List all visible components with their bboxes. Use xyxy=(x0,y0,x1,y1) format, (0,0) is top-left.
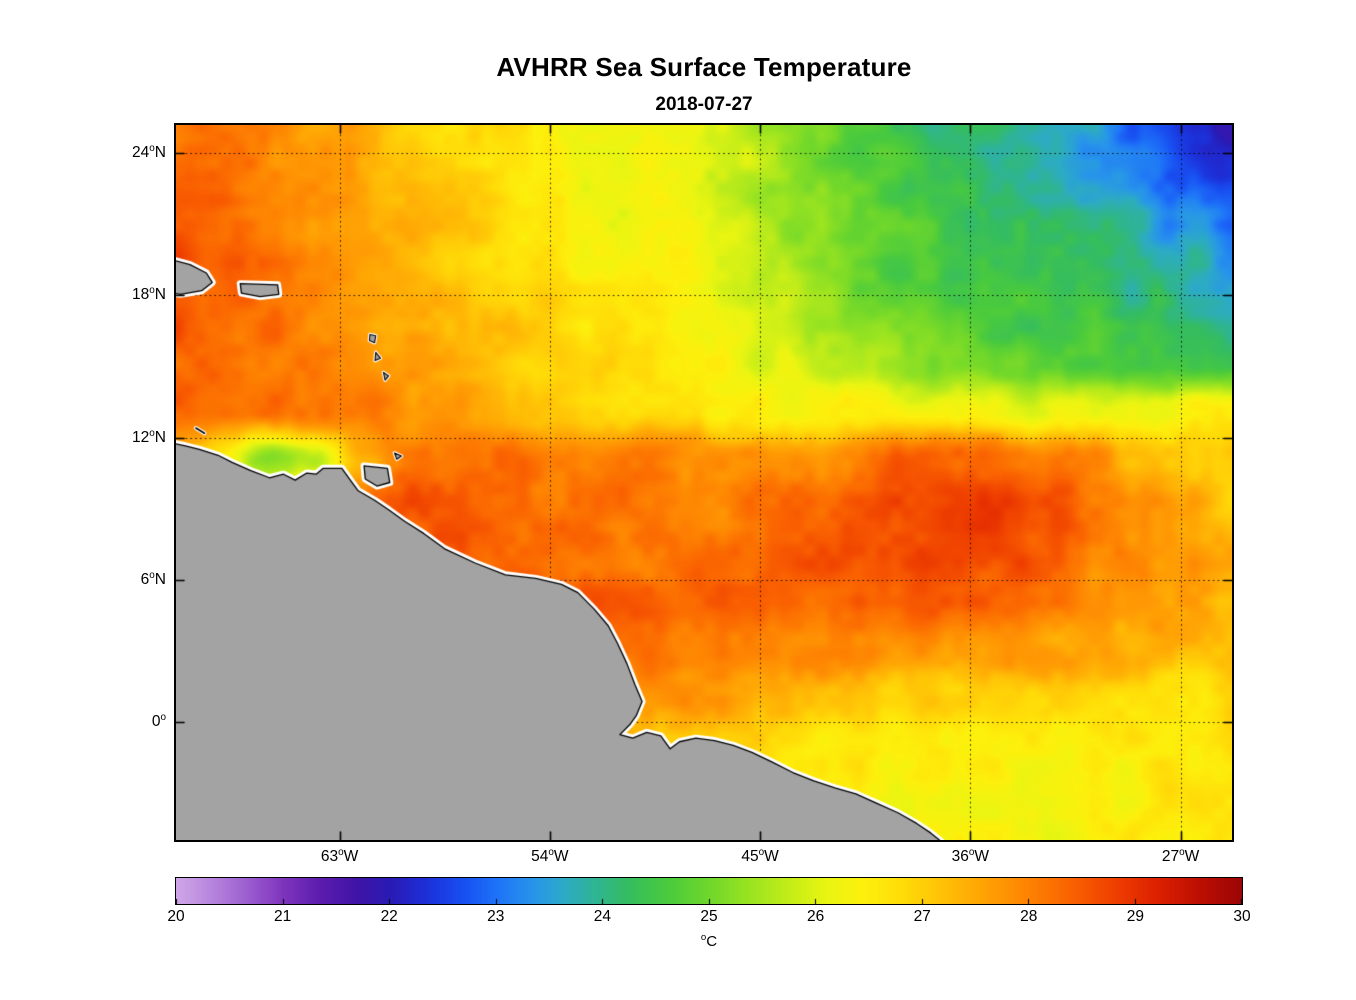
plot-axes-frame xyxy=(174,123,1234,842)
degree-symbol: o xyxy=(1179,847,1185,858)
degree-symbol: o xyxy=(700,932,707,943)
colorbar-tick-label-30: 30 xyxy=(1233,908,1251,925)
y-tick-label-0: 0o xyxy=(151,711,166,730)
degree-symbol: o xyxy=(968,847,975,858)
colorbar-tick-label-25: 25 xyxy=(700,908,718,925)
x-tick-label-54W: 54oW xyxy=(531,847,569,866)
chart-title: AVHRR Sea Surface Temperature xyxy=(496,52,912,82)
colorbar-unit-label: oC xyxy=(176,932,1242,950)
colorbar-tick-label-20: 20 xyxy=(167,908,185,925)
degree-symbol: o xyxy=(149,285,155,297)
colorbar-tick-label-27: 27 xyxy=(913,908,931,925)
colorbar-frame xyxy=(175,877,1243,905)
degree-symbol: o xyxy=(149,143,155,155)
colorbar-tick-label-24: 24 xyxy=(593,908,612,925)
colorbar-tick-label-21: 21 xyxy=(273,908,292,925)
degree-symbol: o xyxy=(149,569,155,581)
colorbar-tick-label-23: 23 xyxy=(487,908,505,925)
degree-symbol: o xyxy=(160,711,166,723)
unit-letter: C xyxy=(706,933,718,950)
degree-symbol: o xyxy=(758,847,765,858)
degree-symbol: o xyxy=(548,847,554,858)
sst-map-canvas xyxy=(176,125,1232,840)
chart-subtitle: 2018-07-27 xyxy=(655,94,753,115)
y-tick-label-12N: 12oN xyxy=(132,427,166,446)
colorbar-tick-label-26: 26 xyxy=(806,908,825,925)
colorbar-tick-label-22: 22 xyxy=(380,908,398,925)
degree-symbol: o xyxy=(338,847,344,858)
colorbar-tick-label-29: 29 xyxy=(1126,908,1145,925)
x-tick-label-45W: 45oW xyxy=(741,847,779,866)
x-tick-label-36W: 36oW xyxy=(951,847,990,866)
y-tick-label-24N: 24oN xyxy=(132,143,166,162)
x-tick-label-63W: 63oW xyxy=(320,847,359,866)
x-tick-label-27W: 27oW xyxy=(1161,847,1200,866)
colorbar-canvas xyxy=(176,878,1242,904)
y-tick-label-18N: 18oN xyxy=(132,285,166,304)
y-tick-label-6N: 6oN xyxy=(140,569,166,588)
colorbar-tick-label-28: 28 xyxy=(1020,908,1038,925)
degree-symbol: o xyxy=(149,427,155,439)
